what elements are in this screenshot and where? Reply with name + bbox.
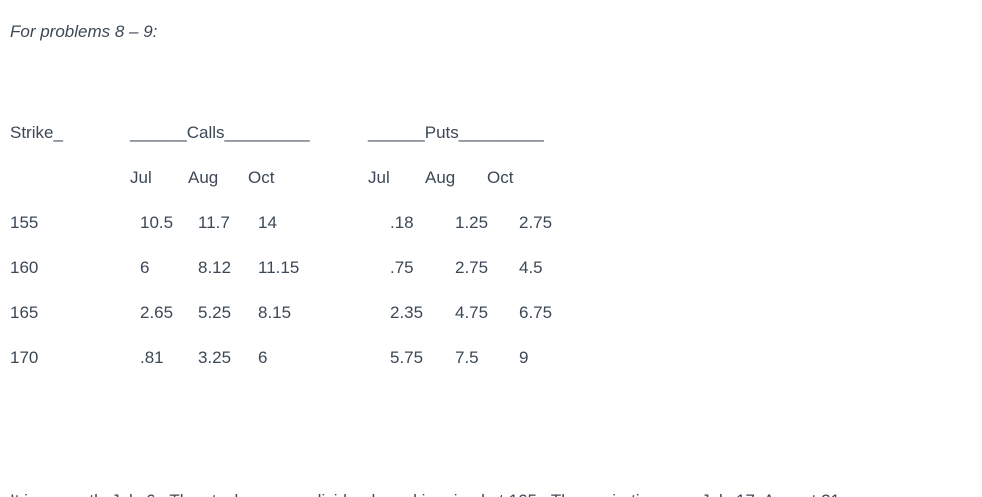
calls-aug-header: Aug (188, 167, 219, 187)
calls-jul-header: Jul (130, 167, 152, 187)
put-oct-value: 6.75 (519, 302, 553, 322)
call-jul-value: .81 (140, 347, 164, 367)
footer-line-1: It is currently July 6. The stock pays n… (10, 486, 975, 497)
table-header-row: Strike_ ______Calls_________ ______Puts_… (10, 110, 970, 155)
put-oct-value: 9 (519, 347, 529, 367)
put-oct-value: 4.5 (519, 257, 543, 277)
call-jul-value: 10.5 (140, 212, 174, 232)
put-aug-value: 4.75 (455, 302, 489, 322)
calls-oct-header: Oct (248, 167, 275, 187)
call-oct-value: 14 (258, 212, 277, 232)
strike-value: 160 (10, 257, 39, 277)
table-row: 165 2.65 5.25 8.15 2.35 4.75 6.75 (10, 290, 970, 335)
intro-text: For problems 8 – 9: (10, 22, 158, 41)
call-aug-value: 11.7 (198, 212, 230, 232)
put-jul-value: 2.35 (390, 302, 424, 322)
strike-value: 170 (10, 347, 39, 367)
puts-oct-header: Oct (487, 167, 514, 187)
put-jul-value: .75 (390, 257, 414, 277)
call-oct-value: 11.15 (258, 257, 300, 277)
puts-jul-header: Jul (368, 167, 390, 187)
call-jul-value: 6 (140, 257, 150, 277)
put-aug-value: 1.25 (455, 212, 489, 232)
call-aug-value: 5.25 (198, 302, 232, 322)
call-jul-value: 2.65 (140, 302, 174, 322)
put-aug-value: 7.5 (455, 347, 479, 367)
table-row: 155 10.5 11.7 14 .18 1.25 2.75 (10, 200, 970, 245)
puts-aug-header: Aug (425, 167, 456, 187)
strike-value: 165 (10, 302, 39, 322)
table-month-row: Jul Aug Oct Jul Aug Oct (10, 155, 970, 200)
put-aug-value: 2.75 (455, 257, 489, 277)
call-aug-value: 8.12 (198, 257, 232, 277)
table-row: 160 6 8.12 11.15 .75 2.75 4.5 (10, 245, 970, 290)
options-price-table: Strike_ ______Calls_________ ______Puts_… (10, 110, 970, 380)
strike-column-header: Strike_ (10, 122, 63, 142)
put-oct-value: 2.75 (519, 212, 553, 232)
puts-group-header: ______Puts_________ (368, 122, 544, 142)
call-oct-value: 8.15 (258, 302, 292, 322)
put-jul-value: .18 (390, 212, 414, 232)
footer-paragraph: It is currently July 6. The stock pays n… (10, 426, 975, 497)
put-jul-value: 5.75 (390, 347, 424, 367)
call-oct-value: 6 (258, 347, 268, 367)
calls-group-header: ______Calls_________ (130, 122, 310, 142)
strike-value: 155 (10, 212, 39, 232)
table-row: 170 .81 3.25 6 5.75 7.5 9 (10, 335, 970, 380)
call-aug-value: 3.25 (198, 347, 232, 367)
